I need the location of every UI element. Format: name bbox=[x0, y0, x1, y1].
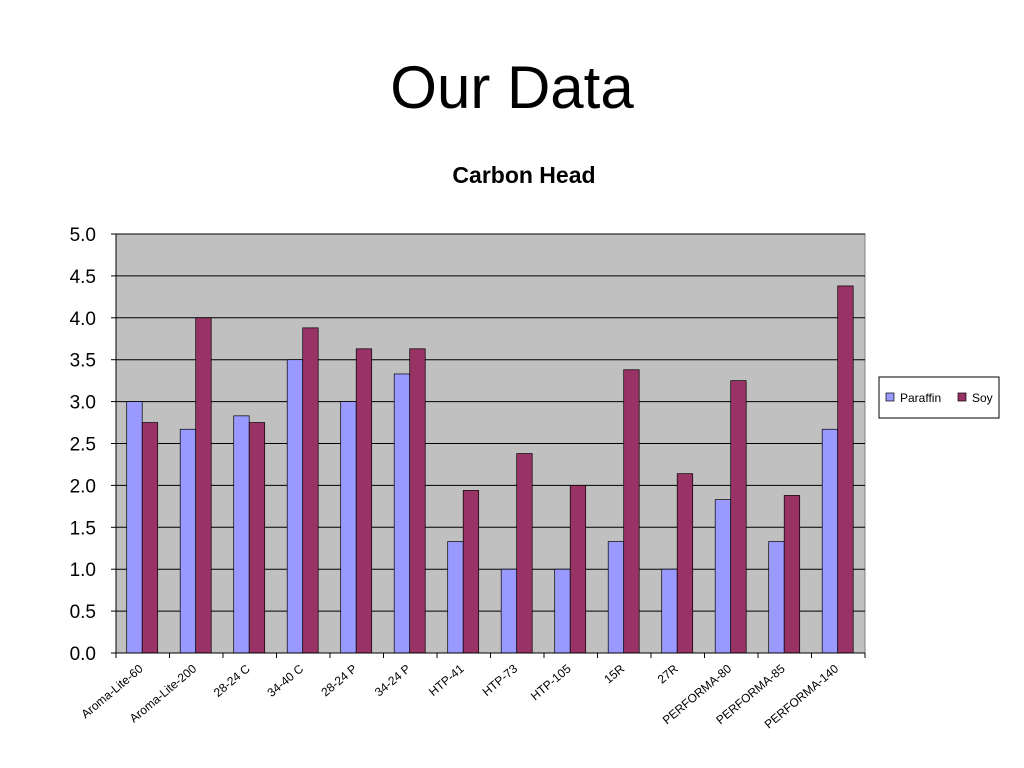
bar-soy-12 bbox=[730, 380, 747, 654]
bar-paraffin-7 bbox=[447, 541, 464, 654]
x-tick-label: 15R bbox=[601, 661, 627, 686]
bar-soy-10 bbox=[623, 369, 640, 654]
bar-soy-14 bbox=[837, 285, 854, 654]
y-tick-label: 0.5 bbox=[70, 602, 96, 623]
bar-soy-1 bbox=[141, 422, 159, 654]
bar-paraffin-9 bbox=[554, 568, 571, 654]
x-tick-label: 34-24 P bbox=[372, 662, 413, 700]
x-tick-label: HTP-105 bbox=[528, 661, 574, 703]
legend: Paraffin Soy bbox=[878, 376, 1000, 419]
bar-soy-8 bbox=[516, 453, 533, 654]
y-tick-label: 3.5 bbox=[70, 351, 96, 372]
bars bbox=[126, 285, 854, 654]
bar-soy-2 bbox=[195, 317, 212, 654]
y-tick-label: 1.0 bbox=[70, 560, 96, 581]
bar-paraffin-12 bbox=[714, 499, 732, 654]
legend-box bbox=[878, 376, 1000, 419]
bar-paraffin-3 bbox=[233, 415, 250, 654]
bar-soy-4 bbox=[302, 327, 319, 654]
y-tick-label: 4.0 bbox=[70, 309, 96, 330]
y-tick-label: 2.5 bbox=[70, 435, 96, 456]
legend-swatch-soy bbox=[957, 392, 967, 402]
bar-paraffin-13 bbox=[768, 541, 785, 654]
x-tick-label: 28-24 C bbox=[211, 661, 253, 699]
x-tick-label: 27R bbox=[655, 661, 681, 686]
bar-paraffin-1 bbox=[126, 401, 143, 654]
bar-soy-13 bbox=[783, 495, 801, 654]
x-tick-label: 28-24 P bbox=[318, 662, 359, 700]
x-tick-label: HTP-73 bbox=[480, 661, 521, 699]
y-tick-label: 5.0 bbox=[70, 225, 96, 246]
x-tick-label: 34-40 C bbox=[264, 661, 306, 699]
y-tick-label: 0.0 bbox=[70, 644, 96, 665]
legend-label-paraffin: Paraffin bbox=[900, 391, 941, 405]
bar-soy-7 bbox=[462, 490, 480, 654]
axes bbox=[111, 233, 866, 658]
legend-label-soy: Soy bbox=[972, 391, 993, 405]
y-tick-label: 3.0 bbox=[70, 393, 96, 414]
bar-soy-6 bbox=[409, 348, 426, 654]
chart-title: Carbon Head bbox=[452, 162, 595, 188]
bar-paraffin-14 bbox=[821, 428, 839, 654]
slide-title: Our Data bbox=[390, 54, 634, 121]
bar-paraffin-6 bbox=[393, 373, 411, 654]
bar-paraffin-11 bbox=[661, 568, 678, 654]
x-tick-label: HTP-41 bbox=[426, 661, 467, 699]
bar-paraffin-4 bbox=[286, 359, 304, 654]
bar-soy-5 bbox=[355, 348, 373, 654]
legend-swatch-paraffin bbox=[885, 392, 895, 402]
bar-soy-11 bbox=[676, 473, 694, 654]
y-tick-label: 4.5 bbox=[70, 267, 96, 288]
bar-soy-3 bbox=[248, 422, 266, 654]
y-tick-label: 2.0 bbox=[70, 476, 96, 497]
y-tick-label: 1.5 bbox=[70, 518, 96, 539]
bar-paraffin-5 bbox=[340, 401, 357, 654]
bar-paraffin-10 bbox=[607, 541, 625, 654]
bar-paraffin-8 bbox=[500, 568, 518, 654]
bar-soy-9 bbox=[569, 485, 587, 654]
bar-paraffin-2 bbox=[179, 428, 197, 654]
y-axis-tick-labels: 0.0 0.5 1.0 1.5 2.0 2.5 3.0 3.5 4.0 4.5 5.0 bbox=[70, 225, 96, 665]
